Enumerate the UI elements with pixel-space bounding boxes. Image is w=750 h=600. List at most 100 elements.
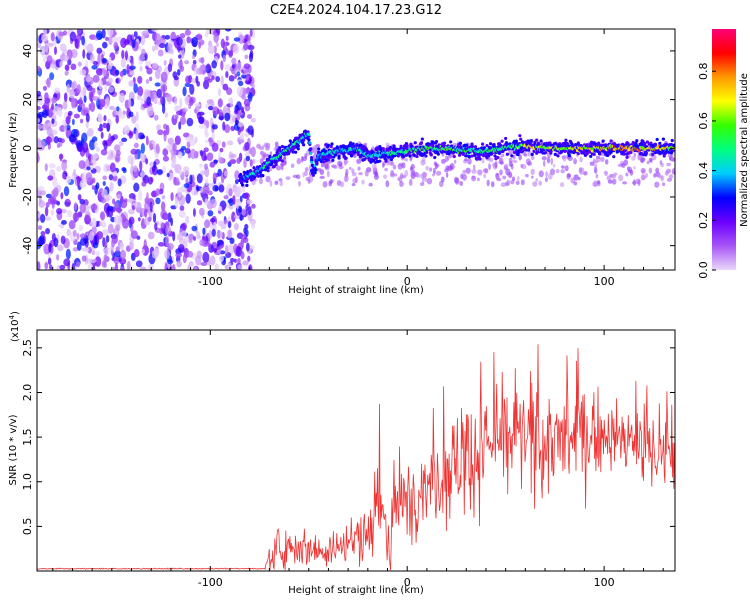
spectrogram-cell xyxy=(222,121,226,131)
spectrogram-cell xyxy=(543,151,548,155)
spectrogram-cell xyxy=(184,95,191,104)
spectrogram-cell xyxy=(45,193,52,199)
spectrogram-cell xyxy=(53,87,60,94)
spectrogram-cell xyxy=(493,154,497,158)
spectrogram-cell xyxy=(174,105,181,112)
x-tick-label: -100 xyxy=(198,576,223,589)
spectrogram-cell xyxy=(151,93,155,102)
spectrogram-cell xyxy=(538,180,543,186)
spectrogram-cell xyxy=(672,158,675,162)
spectrogram-cell xyxy=(236,62,242,72)
spectrogram-cell xyxy=(393,173,398,177)
spectrogram-cell xyxy=(178,169,183,176)
spectrogram-cell xyxy=(291,150,295,154)
spectrogram-cell xyxy=(154,43,159,51)
spectrogram-cell xyxy=(111,36,119,43)
spectrogram-cell xyxy=(137,86,144,97)
spectrogram-cell xyxy=(108,174,114,181)
spectrogram-cell xyxy=(186,250,194,258)
spectrogram-cell xyxy=(246,199,253,205)
spectrogram-cell xyxy=(107,77,113,84)
spectrogram-cell xyxy=(278,148,282,152)
spectrogram-cell xyxy=(163,131,167,142)
spectrogram-cell xyxy=(510,154,514,158)
spectrogram-cell xyxy=(124,50,128,61)
spectrogram-cell xyxy=(145,135,149,146)
spectrogram-cell xyxy=(133,83,138,94)
spectrogram-cell xyxy=(90,203,98,211)
spectrogram-cell xyxy=(361,179,365,185)
spectrogram-cell xyxy=(116,193,121,200)
spectrogram-cell xyxy=(81,109,89,116)
colorbar-tick-label: 0.4 xyxy=(697,162,710,180)
spectrogram-cell xyxy=(631,140,635,145)
spectrogram-cell xyxy=(234,73,238,79)
spectrogram-cell xyxy=(58,106,63,117)
spectrogram-cell xyxy=(211,60,217,69)
spectrogram-cell xyxy=(94,256,102,267)
spectrogram-cell xyxy=(174,198,179,209)
spectrogram-cell xyxy=(609,139,613,143)
spectrogram-cell xyxy=(481,156,485,164)
spectrogram-cell xyxy=(107,208,114,218)
spectrogram-cell xyxy=(228,49,233,59)
spectrogram-cell xyxy=(108,132,112,144)
spectrogram-cell xyxy=(453,176,459,184)
spectrogram-cell xyxy=(140,170,146,178)
spectrogram-frame xyxy=(36,28,676,271)
spectrogram-cell xyxy=(200,187,204,193)
spectrogram-cell xyxy=(488,163,491,170)
spectrogram-cell xyxy=(633,166,636,170)
spectrogram-cell xyxy=(39,45,46,55)
spectrogram-cell xyxy=(102,41,108,49)
spectrogram-cell xyxy=(136,95,141,101)
spectrogram-cell xyxy=(176,68,181,76)
spectrogram-cell xyxy=(109,162,116,173)
spectrogram-cell xyxy=(631,181,637,185)
spectrogram-cell xyxy=(161,195,166,200)
spectrogram-cell xyxy=(47,175,54,181)
spectrogram-cell xyxy=(228,204,234,210)
spectrogram-cell xyxy=(309,147,313,151)
spectrogram-cell xyxy=(274,180,279,185)
spectrogram-cell xyxy=(67,58,72,66)
spectrogram-cell xyxy=(496,155,500,160)
spectrogram-cell xyxy=(225,186,229,198)
spectrogram-cell xyxy=(186,36,191,44)
spectrogram-cell xyxy=(358,172,363,176)
spectrogram-cell xyxy=(542,160,546,167)
spectrogram-cell xyxy=(332,155,336,159)
spectrogram-cell xyxy=(209,217,216,223)
spectrogram-cell xyxy=(231,63,236,69)
spectrogram-cell xyxy=(127,98,132,109)
spectrogram-cell xyxy=(40,213,46,223)
spectrogram-cell xyxy=(165,34,170,40)
spectrogram-cell xyxy=(322,181,328,188)
spectrogram-cell xyxy=(252,166,256,170)
spectrogram-cell xyxy=(520,179,525,186)
spectrogram-cell xyxy=(530,155,535,161)
spectrogram-cell xyxy=(631,156,636,161)
spectrogram-cell xyxy=(135,129,139,141)
spectrogram-cell xyxy=(126,63,130,75)
spectrogram-cell xyxy=(447,152,451,156)
spectrogram-cell xyxy=(214,186,219,192)
spectrogram-cell xyxy=(228,113,236,125)
spectrogram-cell xyxy=(637,179,641,186)
spectrogram-cell xyxy=(225,29,232,32)
spectrogram-cell xyxy=(121,49,125,60)
spectrogram-cell xyxy=(611,178,617,185)
spectrogram-cell xyxy=(585,143,589,147)
spectrogram-cell xyxy=(100,131,104,139)
spectrogram-cell xyxy=(462,169,466,174)
spectrogram-cell xyxy=(262,153,266,161)
spectrogram-cell xyxy=(53,237,59,248)
spectrogram-cell xyxy=(138,45,142,51)
spectrogram-cell xyxy=(186,117,194,127)
spectrogram-cell xyxy=(223,195,229,200)
spectrogram-x-ticks: -100 0 100 xyxy=(52,29,664,288)
spectrogram-cell xyxy=(207,210,214,217)
spectrogram-cell xyxy=(95,182,100,190)
spectrogram-cell xyxy=(228,75,235,82)
spectrogram-cell xyxy=(655,167,660,174)
